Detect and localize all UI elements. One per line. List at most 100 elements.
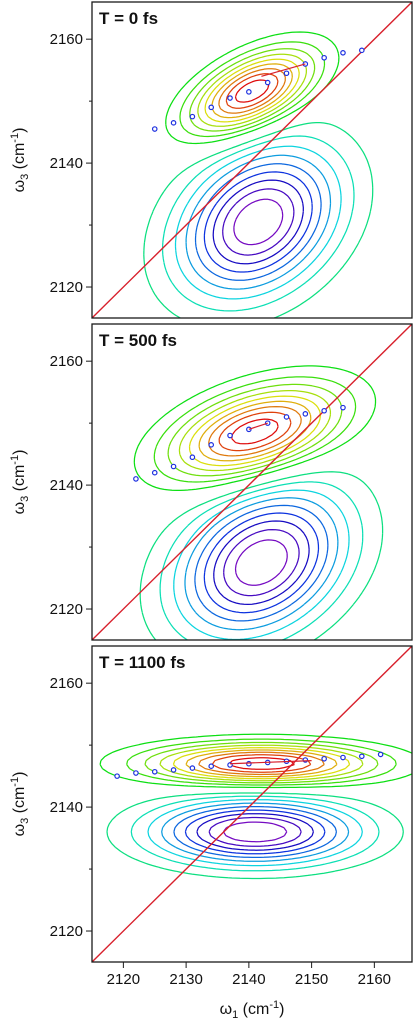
contour-level-2-8 — [106, 792, 404, 880]
center-point-0-7 — [283, 70, 290, 77]
x-tick-label-2-1: 2130 — [169, 971, 202, 988]
contour-level-2-9 — [99, 733, 412, 789]
contour-level-2-1 — [208, 816, 302, 847]
y-tick-label-2-2: 2160 — [50, 675, 83, 692]
center-point-0-0 — [151, 126, 158, 132]
contour-level-2-7 — [130, 795, 380, 872]
contour-level-0-13 — [204, 58, 300, 123]
contour-level-1-15 — [208, 405, 302, 457]
contour-level-2-13 — [172, 746, 351, 780]
center-point-0-3 — [208, 104, 215, 111]
contour-level-0-10 — [179, 41, 326, 138]
contour-level-0-0 — [233, 198, 284, 246]
contour-level-2-3 — [184, 809, 326, 855]
contour-level-1-6 — [173, 489, 350, 640]
y-tick-label-2-0: 2120 — [50, 923, 83, 940]
panel-frame-1 — [91, 323, 413, 641]
x-tick-label-2-0: 2120 — [107, 971, 140, 988]
center-point-2-12 — [340, 754, 346, 761]
contour-level-0-11 — [189, 48, 316, 132]
center-point-2-10 — [302, 757, 309, 763]
y-tick-label-1-1: 2140 — [50, 477, 83, 494]
center-point-0-1 — [170, 120, 177, 126]
contour-level-0-4 — [194, 163, 322, 281]
x-axis-label-2: ω1 (cm-1) — [220, 999, 285, 1021]
center-point-2-11 — [321, 755, 327, 762]
y-axis-label-0: ω3 (cm-1) — [9, 128, 31, 193]
y-tick-label-0-1: 2140 — [50, 155, 83, 172]
center-point-2-4 — [189, 765, 196, 771]
panel-1: T = 500 fs 2120 2140 2160 ω3 (cm-1) — [9, 323, 413, 641]
contour-level-1-1 — [223, 528, 300, 597]
contour-level-1-13 — [188, 395, 322, 467]
center-point-0-4 — [227, 95, 233, 101]
y-tick-label-0-2: 2160 — [50, 31, 83, 48]
y-ticks-0: 2120 2140 2160 — [50, 31, 92, 296]
diagonal-line-0 — [92, 2, 412, 318]
contour-level-2-15 — [198, 751, 325, 776]
panel-0: T = 0 fs 2120 2140 2160 ω3 (cm-1) — [9, 1, 413, 319]
y-ticks-2: 2120 2140 2160 — [50, 675, 92, 940]
contour-level-2-0 — [222, 821, 288, 843]
contour-level-1-11 — [167, 383, 343, 477]
x-tick-label-2-3: 2150 — [295, 971, 328, 988]
y-tick-label-1-0: 2120 — [50, 601, 83, 618]
contour-level-0-7 — [161, 135, 355, 312]
contour-layer-0 — [143, 31, 374, 318]
center-point-0-9 — [321, 54, 327, 61]
contour-level-1-0 — [234, 539, 288, 586]
contour-level-1-17 — [231, 418, 279, 445]
center-point-0-6 — [264, 79, 271, 86]
contour-level-2-2 — [196, 813, 314, 851]
center-point-2-2 — [151, 768, 158, 775]
contour-level-0-2 — [212, 179, 304, 265]
markers-layer-0 — [92, 2, 412, 318]
contour-level-1-2 — [213, 520, 310, 606]
center-point-2-3 — [170, 767, 177, 773]
y-axis-label-2: ω3 (cm-1) — [9, 772, 31, 837]
center-point-1-2 — [170, 463, 177, 470]
contour-level-0-5 — [185, 154, 332, 290]
contour-layer-2 — [99, 733, 412, 880]
contour-level-1-9 — [133, 365, 377, 492]
center-point-0-11 — [359, 47, 365, 54]
center-point-0-5 — [246, 89, 252, 95]
contour-level-0-3 — [203, 171, 313, 273]
center-point-1-9 — [302, 411, 309, 417]
contour-level-1-3 — [203, 512, 320, 614]
y-tick-label-0-0: 2120 — [50, 279, 83, 296]
center-point-1-5 — [227, 432, 233, 439]
center-point-2-5 — [208, 763, 215, 770]
contour-level-1-16 — [218, 411, 292, 452]
x-tick-label-2-2: 2140 — [232, 971, 265, 988]
center-point-0-10 — [340, 50, 346, 56]
contour-level-1-5 — [184, 497, 339, 631]
x-ticks-2: 2120 2130 2140 2150 2160 — [107, 962, 391, 988]
center-point-1-0 — [133, 476, 139, 482]
center-point-1-4 — [208, 442, 215, 448]
contour-level-2-4 — [173, 805, 338, 859]
contour-level-0-16 — [225, 73, 279, 109]
markers-layer-2 — [92, 646, 412, 962]
contour-level-0-8 — [143, 121, 374, 318]
contour-level-1-8 — [139, 471, 384, 640]
center-point-2-1 — [133, 770, 139, 776]
y-tick-label-1-2: 2160 — [50, 353, 83, 370]
center-point-2-13 — [359, 753, 365, 760]
contour-level-2-5 — [161, 802, 350, 862]
contour-level-1-10 — [153, 376, 357, 483]
center-point-1-11 — [340, 404, 346, 411]
diagonal-line-2 — [92, 646, 412, 962]
panel-2: T = 1100 fs 2120 2140 2160 2120 2130 2140 215… — [9, 645, 413, 1021]
center-point-0-2 — [189, 113, 196, 120]
panel-label-2: T = 1100 fs — [99, 653, 185, 672]
contour-level-1-4 — [194, 504, 329, 622]
contour-level-0-1 — [222, 188, 295, 256]
contour-level-0-12 — [197, 53, 308, 127]
contour-level-0-17 — [234, 79, 270, 103]
center-point-1-8 — [283, 414, 290, 420]
center-point-2-14 — [377, 751, 384, 758]
contour-level-1-12 — [178, 389, 332, 472]
diagonal-line-1 — [92, 324, 412, 640]
